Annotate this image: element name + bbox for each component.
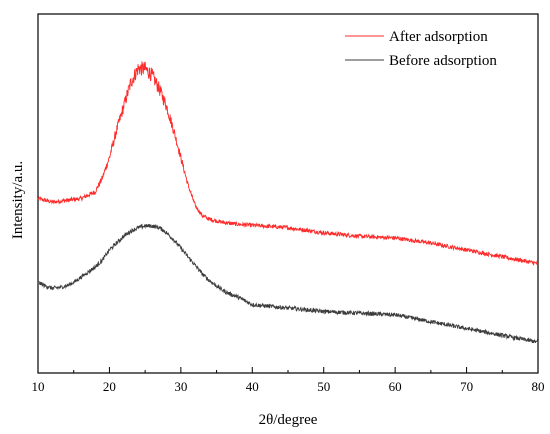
y-axis-label: Intensity/a.u. <box>10 161 26 239</box>
x-axis-label: 2θ/degree <box>259 412 318 428</box>
legend-label-after: After adsorption <box>389 29 488 45</box>
x-tick-label: 60 <box>389 379 402 394</box>
x-tick-label: 80 <box>532 379 545 394</box>
x-axis-ticks: 10 20 30 40 50 60 70 80 <box>32 367 545 394</box>
series-layer <box>37 61 539 344</box>
x-tick-label: 20 <box>103 379 116 394</box>
series-after-adsorption <box>37 61 539 266</box>
x-tick-label: 40 <box>246 379 259 394</box>
legend: After adsorption Before adsorption <box>345 29 497 69</box>
legend-label-before: Before adsorption <box>389 53 497 69</box>
x-tick-label: 30 <box>174 379 187 394</box>
x-tick-label: 70 <box>460 379 473 394</box>
x-tick-label: 10 <box>32 379 45 394</box>
x-tick-label: 50 <box>317 379 330 394</box>
series-before-adsorption <box>37 223 539 344</box>
